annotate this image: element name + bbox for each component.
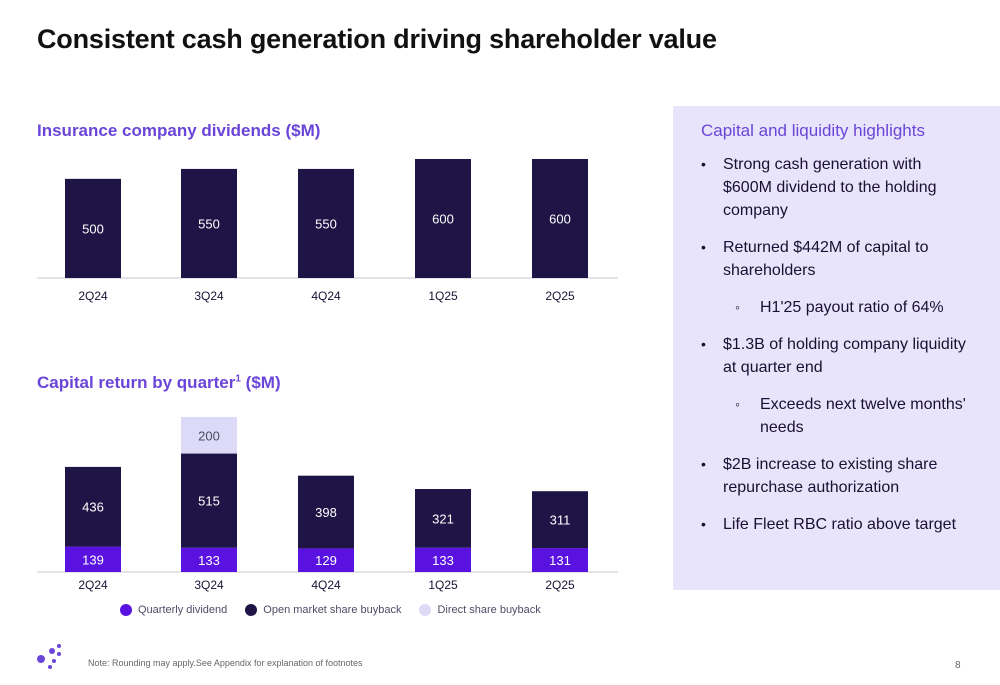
open-market-buyback-value-label: 321 xyxy=(432,511,454,526)
highlights-list: Strong cash generation with $600M divide… xyxy=(701,153,972,536)
quarterly-dividend-bar-1Q25 xyxy=(415,547,471,572)
direct-buyback-value-label: 200 xyxy=(198,428,220,443)
dividend-value-label: 600 xyxy=(549,212,571,227)
dividends-chart-title: Insurance company dividends ($M) xyxy=(37,121,321,140)
open-market-buyback-bar-2Q25 xyxy=(532,491,588,549)
dividend-bar-3Q24 xyxy=(181,168,237,278)
open-market-buyback-bar-4Q24 xyxy=(298,475,354,549)
dividend-tick-label: 2Q25 xyxy=(545,289,575,303)
legend-swatch-quarterly-dividend xyxy=(120,604,132,616)
dividend-tick-label: 3Q24 xyxy=(194,289,224,303)
open-market-buyback-value-label: 515 xyxy=(198,494,220,509)
quarterly-dividend-value-label: 139 xyxy=(82,552,104,567)
open-market-buyback-bar-3Q24 xyxy=(181,453,237,548)
capital-return-title-suffix: ($M) xyxy=(240,373,281,392)
quarterly-dividend-value-label: 133 xyxy=(432,553,454,568)
capital-return-chart: 139 436 2Q24 133 515 200 3Q24 129 398 4Q24 133 321 1… xyxy=(37,417,618,592)
legend-label-open-market: Open market share buyback xyxy=(263,604,402,616)
dividend-value-label: 500 xyxy=(82,221,104,236)
dividends-chart: 500 2Q24 550 3Q24 550 4Q24 600 1Q25 600 2Q25 xyxy=(37,159,618,303)
capital-return-tick-label: 4Q24 xyxy=(311,578,341,592)
quarterly-dividend-bar-2Q25 xyxy=(532,548,588,572)
capital-return-legend: Quarterly dividend Open market share buy… xyxy=(120,604,541,616)
dividend-tick-label: 4Q24 xyxy=(311,289,341,303)
dividend-bar-1Q25 xyxy=(415,159,471,278)
highlight-item: $1.3B of holding company liquidity at qu… xyxy=(701,333,972,379)
legend-swatch-open-market xyxy=(245,604,258,616)
open-market-buyback-value-label: 436 xyxy=(82,500,104,515)
legend-label-quarterly-dividend: Quarterly dividend xyxy=(138,604,228,616)
dividend-bar-2Q24 xyxy=(65,178,121,278)
dividend-value-label: 550 xyxy=(315,216,337,231)
footnote: Note: Rounding may apply.See Appendix fo… xyxy=(88,658,363,668)
highlights-title: Capital and liquidity highlights xyxy=(701,121,925,140)
open-market-buyback-value-label: 398 xyxy=(315,505,337,520)
capital-return-tick-label: 1Q25 xyxy=(428,578,458,592)
dividend-value-label: 600 xyxy=(432,212,454,227)
quarterly-dividend-value-label: 133 xyxy=(198,553,220,568)
direct-buyback-bar-3Q24 xyxy=(181,417,237,454)
quarterly-dividend-value-label: 129 xyxy=(315,553,337,568)
highlight-item: Strong cash generation with $600M divide… xyxy=(701,153,972,222)
legend-label-direct-buyback: Direct share buyback xyxy=(437,604,541,616)
legend-item-quarterly-dividend: Quarterly dividend xyxy=(120,604,227,616)
capital-return-title-footnote: 1 xyxy=(235,373,241,385)
company-logo-icon xyxy=(37,644,61,669)
dividend-bar-4Q24 xyxy=(298,168,354,278)
capital-return-chart-title: Capital return by quarter1 ($M) xyxy=(37,373,281,393)
quarterly-dividend-bar-3Q24 xyxy=(181,547,237,572)
quarterly-dividend-bar-4Q24 xyxy=(298,548,354,572)
quarterly-dividend-value-label: 131 xyxy=(549,553,571,568)
open-market-buyback-value-label: 311 xyxy=(550,513,571,528)
capital-return-tick-label: 3Q24 xyxy=(194,578,224,592)
dividend-tick-label: 2Q24 xyxy=(78,289,108,303)
dividend-bar-2Q25 xyxy=(532,159,588,278)
highlight-item: Exceeds next twelve months' needs xyxy=(701,393,972,439)
page-title: Consistent cash generation driving share… xyxy=(37,24,717,54)
legend-item-open-market: Open market share buyback xyxy=(245,604,401,616)
highlight-item: $2B increase to existing share repurchas… xyxy=(701,453,972,499)
dividend-tick-label: 1Q25 xyxy=(428,289,458,303)
page-number: 8 xyxy=(955,660,961,671)
legend-swatch-direct-buyback xyxy=(419,604,432,616)
legend-item-direct-buyback: Direct share buyback xyxy=(419,604,541,616)
open-market-buyback-bar-2Q24 xyxy=(65,466,121,547)
highlight-item: Life Fleet RBC ratio above target xyxy=(701,513,972,536)
dividend-value-label: 550 xyxy=(198,216,220,231)
highlights-panel: Capital and liquidity highlights Strong … xyxy=(673,106,1000,590)
highlight-item: Returned $442M of capital to shareholder… xyxy=(701,236,972,282)
capital-return-title-text: Capital return by quarter xyxy=(37,373,236,392)
open-market-buyback-bar-1Q25 xyxy=(415,489,471,548)
highlight-item: H1'25 payout ratio of 64% xyxy=(701,296,972,319)
quarterly-dividend-bar-2Q24 xyxy=(65,546,121,572)
capital-return-tick-label: 2Q25 xyxy=(545,578,575,592)
capital-return-tick-label: 2Q24 xyxy=(78,578,108,592)
